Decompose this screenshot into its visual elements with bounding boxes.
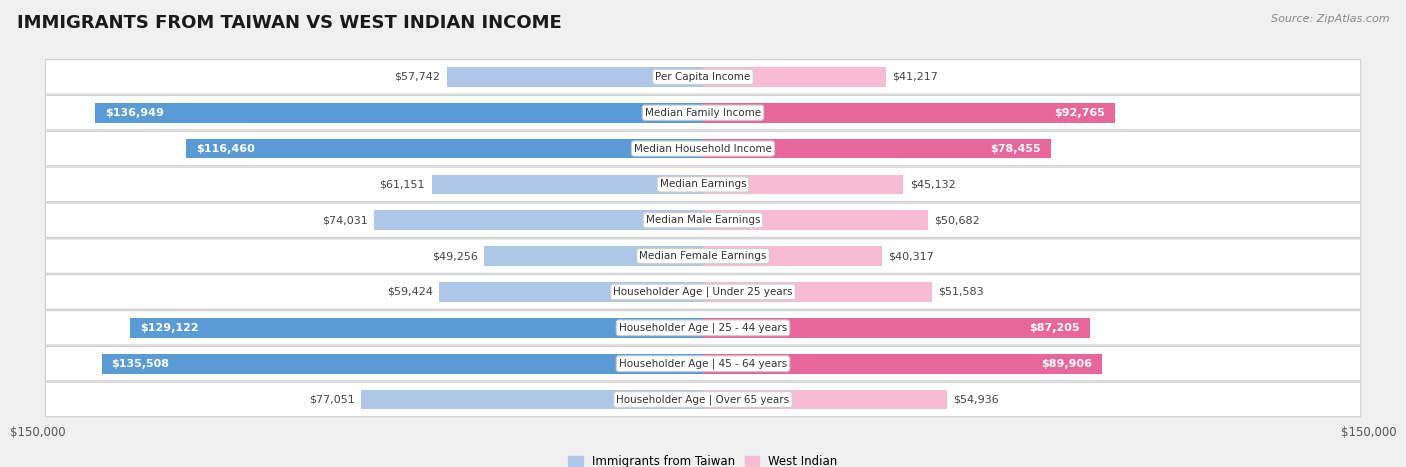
- Text: $51,583: $51,583: [939, 287, 984, 297]
- Text: $41,217: $41,217: [893, 72, 938, 82]
- Text: $87,205: $87,205: [1029, 323, 1080, 333]
- Bar: [186, 139, 703, 158]
- Text: Householder Age | 45 - 64 years: Householder Age | 45 - 64 years: [619, 358, 787, 369]
- FancyBboxPatch shape: [45, 239, 1361, 273]
- Text: $45,132: $45,132: [910, 179, 956, 190]
- FancyBboxPatch shape: [45, 382, 1361, 417]
- Bar: [703, 67, 886, 87]
- Text: Median Female Earnings: Median Female Earnings: [640, 251, 766, 261]
- Bar: [439, 282, 703, 302]
- Bar: [485, 246, 703, 266]
- FancyBboxPatch shape: [45, 311, 1361, 345]
- Bar: [703, 318, 1090, 338]
- Text: Median Earnings: Median Earnings: [659, 179, 747, 190]
- Bar: [447, 67, 703, 87]
- Text: $129,122: $129,122: [141, 323, 198, 333]
- Text: $54,936: $54,936: [953, 395, 1000, 404]
- Bar: [374, 211, 703, 230]
- Bar: [703, 175, 903, 194]
- Text: Median Household Income: Median Household Income: [634, 143, 772, 154]
- Bar: [361, 389, 703, 410]
- Bar: [703, 354, 1102, 374]
- Bar: [129, 318, 703, 338]
- Text: Median Family Income: Median Family Income: [645, 108, 761, 118]
- Text: Householder Age | 25 - 44 years: Householder Age | 25 - 44 years: [619, 323, 787, 333]
- Text: Householder Age | Over 65 years: Householder Age | Over 65 years: [616, 394, 790, 405]
- Bar: [703, 246, 882, 266]
- Bar: [703, 103, 1115, 122]
- Bar: [432, 175, 703, 194]
- Text: $135,508: $135,508: [111, 359, 170, 368]
- Text: $92,765: $92,765: [1053, 108, 1105, 118]
- Text: Source: ZipAtlas.com: Source: ZipAtlas.com: [1271, 14, 1389, 24]
- Text: $49,256: $49,256: [432, 251, 478, 261]
- Text: IMMIGRANTS FROM TAIWAN VS WEST INDIAN INCOME: IMMIGRANTS FROM TAIWAN VS WEST INDIAN IN…: [17, 14, 561, 32]
- Text: Per Capita Income: Per Capita Income: [655, 72, 751, 82]
- Bar: [703, 389, 946, 410]
- Text: $59,424: $59,424: [387, 287, 433, 297]
- Bar: [703, 211, 928, 230]
- Bar: [703, 282, 932, 302]
- FancyBboxPatch shape: [45, 95, 1361, 130]
- FancyBboxPatch shape: [45, 203, 1361, 237]
- Text: $116,460: $116,460: [197, 143, 254, 154]
- Text: $78,455: $78,455: [991, 143, 1042, 154]
- Text: Householder Age | Under 25 years: Householder Age | Under 25 years: [613, 287, 793, 297]
- FancyBboxPatch shape: [45, 131, 1361, 166]
- FancyBboxPatch shape: [45, 167, 1361, 202]
- Text: $50,682: $50,682: [935, 215, 980, 225]
- Text: Median Male Earnings: Median Male Earnings: [645, 215, 761, 225]
- FancyBboxPatch shape: [45, 60, 1361, 94]
- Legend: Immigrants from Taiwan, West Indian: Immigrants from Taiwan, West Indian: [564, 450, 842, 467]
- FancyBboxPatch shape: [45, 347, 1361, 381]
- Text: $136,949: $136,949: [105, 108, 165, 118]
- Bar: [96, 103, 703, 122]
- Text: $57,742: $57,742: [394, 72, 440, 82]
- Bar: [101, 354, 703, 374]
- Text: $61,151: $61,151: [380, 179, 425, 190]
- Text: $74,031: $74,031: [322, 215, 368, 225]
- Text: $89,906: $89,906: [1040, 359, 1092, 368]
- Text: $40,317: $40,317: [889, 251, 935, 261]
- Text: $77,051: $77,051: [309, 395, 354, 404]
- Bar: [703, 139, 1052, 158]
- FancyBboxPatch shape: [45, 275, 1361, 309]
